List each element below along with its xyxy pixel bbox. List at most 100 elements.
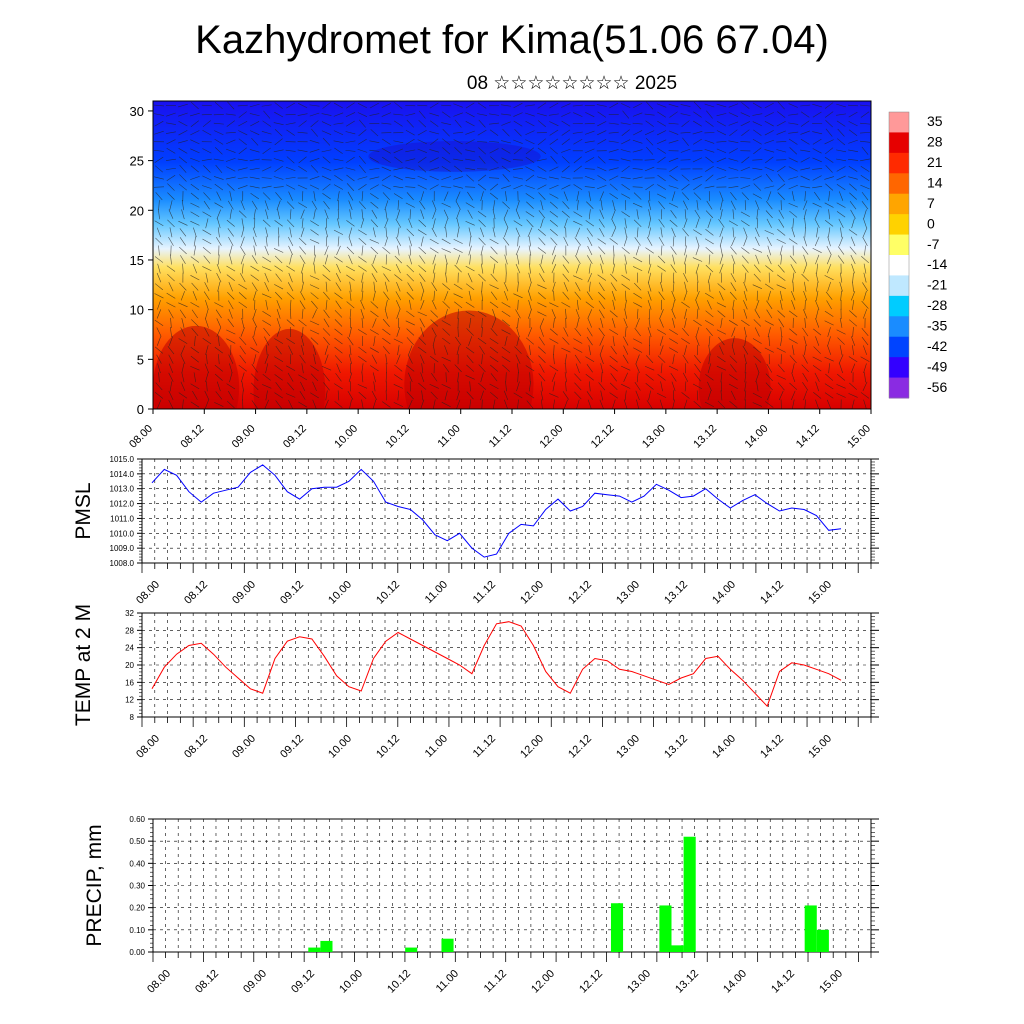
colorbar-swatch bbox=[889, 152, 909, 174]
precip-y-tick-label: 0.00 bbox=[129, 948, 145, 957]
heatmap-x-tick-label: 10.12 bbox=[384, 423, 412, 451]
temp-x-tick-label: 14.00 bbox=[710, 733, 738, 761]
pmsl-x-tick-label: 08.12 bbox=[182, 579, 210, 607]
pmsl-y-axis-label: PMSL bbox=[72, 482, 95, 539]
precip-x-tick-label: 14.12 bbox=[769, 968, 797, 996]
pmsl-x-tick-label: 11.12 bbox=[471, 579, 498, 606]
colorbar-swatch bbox=[889, 275, 909, 297]
heatmap-x-tick-label: 12.00 bbox=[537, 423, 565, 451]
pmsl-x-tick-label: 10.00 bbox=[326, 579, 354, 607]
warm-core-3 bbox=[698, 338, 771, 409]
colorbar-label: 14 bbox=[927, 175, 943, 191]
heatmap-y-tick-label: 25 bbox=[130, 154, 144, 169]
pmsl-x-tick-label: 12.00 bbox=[518, 579, 546, 607]
colorbar-label: -35 bbox=[927, 318, 947, 334]
colorbar-swatch bbox=[889, 255, 909, 276]
heatmap-x-tick-label: 11.00 bbox=[435, 423, 462, 450]
pmsl-y-tick-label: 1015.0 bbox=[110, 455, 135, 464]
heatmap-x-tick-label: 13.12 bbox=[691, 423, 719, 451]
heatmap-y-tick-label: 30 bbox=[130, 104, 144, 119]
heatmap-x-tick-label: 09.12 bbox=[281, 423, 309, 451]
colorbar-label: -7 bbox=[927, 236, 940, 252]
temp-y-tick-label: 8 bbox=[130, 713, 135, 722]
temp-y-tick-label: 28 bbox=[125, 626, 134, 635]
colorbar-label: -56 bbox=[927, 379, 947, 395]
heatmap-y-tick-label: 0 bbox=[137, 402, 144, 417]
heatmap-x-tick-label: 11.12 bbox=[487, 423, 514, 450]
cold-core bbox=[368, 141, 541, 172]
colorbar-label: -28 bbox=[927, 297, 947, 313]
pmsl-grid bbox=[142, 459, 871, 563]
warm-core-1 bbox=[253, 328, 326, 409]
colorbar-swatch bbox=[889, 112, 909, 133]
colorbar-swatch bbox=[889, 193, 909, 215]
temp-y-tick-label: 20 bbox=[125, 661, 134, 670]
pmsl-x-tick-label: 13.12 bbox=[662, 579, 690, 607]
heatmap-y-tick-label: 5 bbox=[137, 352, 144, 367]
heatmap-y-tick-label: 10 bbox=[130, 303, 144, 318]
temp-panel: 8 12 16 20 24 28 32 08.00 08.12 09.00 09.12 10.00 10… bbox=[72, 604, 879, 761]
pmsl-y-tick-label: 1013.0 bbox=[110, 485, 135, 494]
wind-barbs bbox=[153, 101, 871, 409]
temp-x-tick-label: 12.00 bbox=[518, 733, 546, 761]
heatmap-x-tick-label: 13.00 bbox=[640, 423, 668, 451]
precip-y-axis-label: PRECIP, mm bbox=[83, 824, 106, 946]
warm-core-0 bbox=[153, 325, 240, 409]
precip-bar bbox=[683, 836, 696, 952]
colorbar-swatch bbox=[889, 234, 909, 256]
pmsl-frame bbox=[141, 458, 872, 564]
temp-series-line bbox=[151, 621, 842, 708]
heatmap-x-tick-label: 09.00 bbox=[230, 423, 258, 451]
precip-bar bbox=[816, 929, 829, 952]
precip-bar bbox=[405, 947, 418, 952]
precip-x-tick-label: 10.12 bbox=[385, 968, 413, 996]
precip-x-tick-label: 15.00 bbox=[817, 968, 845, 996]
pmsl-y-tick-label: 1010.0 bbox=[110, 529, 135, 538]
precip-y-tick-label: 0.10 bbox=[129, 926, 145, 935]
heatmap-x-tick-label: 12.12 bbox=[589, 423, 617, 451]
temp-x-tick-label: 11.00 bbox=[423, 733, 450, 760]
colorbar-label: 21 bbox=[927, 154, 943, 170]
pmsl-y-tick-label: 1012.0 bbox=[110, 500, 135, 509]
precip-bar bbox=[804, 905, 817, 952]
colorbar-label: 28 bbox=[927, 134, 943, 150]
warm-core-2 bbox=[404, 310, 534, 409]
precip-x-tick-label: 09.12 bbox=[289, 968, 317, 996]
precip-y-tick-label: 0.40 bbox=[129, 859, 145, 868]
precip-bar bbox=[320, 940, 333, 952]
colorbar-label: -49 bbox=[927, 358, 947, 374]
chart-subtitle: 08 ☆☆☆☆☆☆☆☆ 2025 bbox=[466, 73, 678, 94]
heatmap-x-tick-label: 10.00 bbox=[332, 423, 360, 451]
pmsl-x-tick-label: 09.12 bbox=[278, 579, 306, 607]
colorbar-label: -42 bbox=[927, 338, 947, 354]
temp-grid bbox=[142, 613, 871, 717]
colorbar-swatch bbox=[889, 295, 909, 317]
heatmap-x-tick-label: 08.00 bbox=[127, 423, 155, 451]
temp-y-axis-label: TEMP at 2 M bbox=[72, 604, 95, 726]
heatmap-y-tick-label: 15 bbox=[130, 253, 144, 268]
pmsl-x-tick-label: 14.00 bbox=[710, 579, 738, 607]
temp-y-tick-label: 12 bbox=[125, 696, 134, 705]
heatmap-x-tick-label: 08.12 bbox=[178, 423, 206, 451]
pmsl-series-line bbox=[151, 464, 842, 558]
precip-x-tick-label: 10.00 bbox=[337, 968, 365, 996]
pmsl-y-tick-label: 1014.0 bbox=[110, 470, 135, 479]
pmsl-x-tick-label: 08.00 bbox=[134, 579, 162, 607]
temp-x-tick-label: 11.12 bbox=[471, 733, 498, 760]
colorbar-swatch bbox=[889, 357, 909, 379]
pmsl-x-tick-label: 10.12 bbox=[374, 579, 402, 607]
temp-y-tick-label: 24 bbox=[125, 644, 134, 653]
temp-y-tick-label: 32 bbox=[125, 609, 134, 618]
precip-bar bbox=[671, 945, 684, 952]
temp-x-tick-label: 08.12 bbox=[182, 733, 210, 761]
colorbar-label: 35 bbox=[927, 113, 943, 129]
temp-x-tick-label: 13.12 bbox=[662, 733, 690, 761]
colorbar-swatch bbox=[889, 377, 909, 399]
precip-x-tick-label: 13.12 bbox=[673, 968, 701, 996]
colorbar-label: -14 bbox=[927, 256, 947, 272]
colorbar-swatch bbox=[889, 173, 909, 195]
precip-x-tick-label: 08.12 bbox=[193, 968, 221, 996]
precip-x-tick-label: 08.00 bbox=[145, 968, 173, 996]
temp-x-tick-label: 10.12 bbox=[374, 733, 402, 761]
